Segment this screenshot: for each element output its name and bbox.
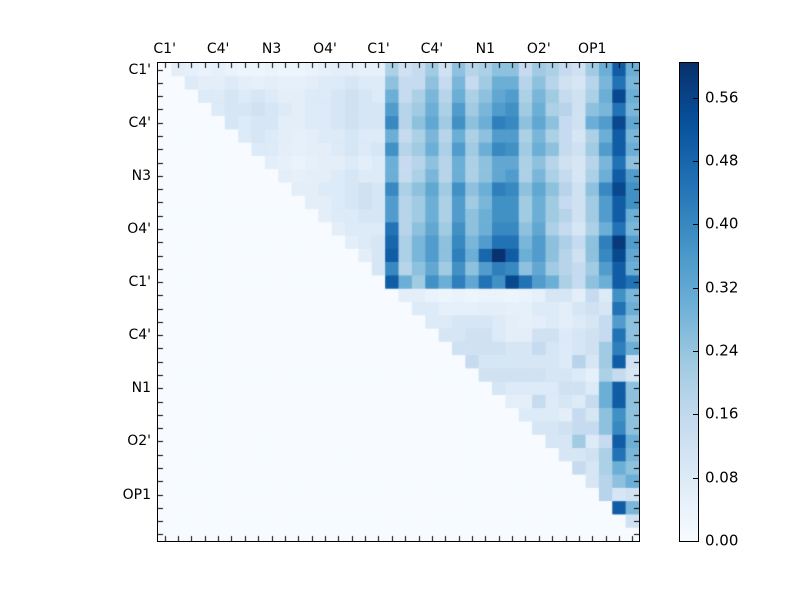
colorbar-tick-label: 0.08 xyxy=(705,468,739,487)
colorbar-tick-label: 0.16 xyxy=(705,404,739,423)
x-tick-label: N3 xyxy=(261,41,282,57)
colorbar-tick xyxy=(693,414,698,415)
x-tick-label: C4' xyxy=(420,41,444,57)
colorbar xyxy=(679,62,699,542)
heatmap-axes xyxy=(157,62,640,542)
x-tick-label: C1' xyxy=(367,41,390,57)
y-tick-label: N3 xyxy=(131,167,151,184)
colorbar-tick xyxy=(693,541,698,542)
colorbar-tick xyxy=(693,478,698,479)
colorbar-tick-label: 0.00 xyxy=(705,531,739,550)
x-tick-label: C4' xyxy=(206,41,230,57)
y-tick-label: O2' xyxy=(127,433,151,450)
colorbar-tick-label: 0.48 xyxy=(705,151,739,170)
x-tick-label: N1 xyxy=(475,41,496,57)
x-tick-label: O2' xyxy=(526,41,551,57)
colorbar-tick xyxy=(693,351,698,352)
colorbar-tick xyxy=(693,161,698,162)
y-tick-label: C4' xyxy=(128,327,151,344)
y-tick-label: O4' xyxy=(127,220,151,237)
colorbar-tick-label: 0.56 xyxy=(705,88,739,107)
x-tick-label: OP1 xyxy=(578,41,607,57)
colorbar-tick xyxy=(693,224,698,225)
colorbar-tick-label: 0.40 xyxy=(705,214,739,233)
y-tick-label: N1 xyxy=(131,380,151,397)
colorbar-tick-label: 0.32 xyxy=(705,278,739,297)
colorbar-tick xyxy=(693,288,698,289)
heatmap-canvas xyxy=(158,63,639,541)
y-tick-label: C1' xyxy=(128,61,151,78)
x-tick-label: O4' xyxy=(313,41,337,57)
y-tick-label: OP1 xyxy=(122,486,151,503)
y-tick-label: C4' xyxy=(128,114,151,131)
colorbar-gradient xyxy=(680,63,698,541)
x-tick-label: C1' xyxy=(153,41,176,57)
colorbar-tick-label: 0.24 xyxy=(705,341,739,360)
y-tick-label: C1' xyxy=(128,274,151,291)
colorbar-tick xyxy=(693,98,698,99)
